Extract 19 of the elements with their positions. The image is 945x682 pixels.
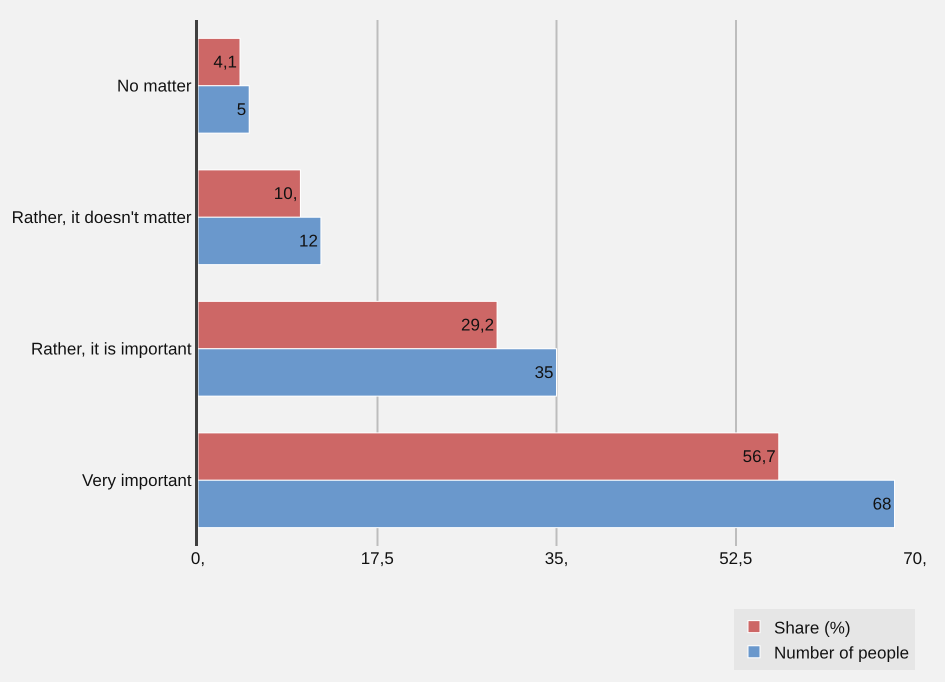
y-tick-label: Rather, it is important xyxy=(30,340,192,359)
y-tick-label: Very important xyxy=(82,471,192,490)
data-label: 35 xyxy=(534,362,554,382)
data-label: 5 xyxy=(236,100,246,119)
x-tick-label: 70, xyxy=(903,549,927,568)
x-tick-label: 35, xyxy=(544,549,568,568)
y-tick-label: Rather, it doesn't matter xyxy=(12,208,192,228)
x-tick-label: 52,5 xyxy=(719,549,752,568)
data-label: 4,1 xyxy=(213,52,237,72)
data-label: 29,2 xyxy=(460,316,494,335)
y-tick-label: No matter xyxy=(116,76,192,96)
x-tick-label: 0, xyxy=(190,549,206,568)
data-label: 56,7 xyxy=(742,447,776,466)
legend-label: Number of people xyxy=(774,643,910,662)
data-label: 12 xyxy=(298,231,318,250)
data-label: 68 xyxy=(872,494,892,514)
x-tick-label: 17,5 xyxy=(360,549,394,568)
legend-label: Share (%) xyxy=(774,618,851,638)
data-label: 10, xyxy=(274,184,298,204)
